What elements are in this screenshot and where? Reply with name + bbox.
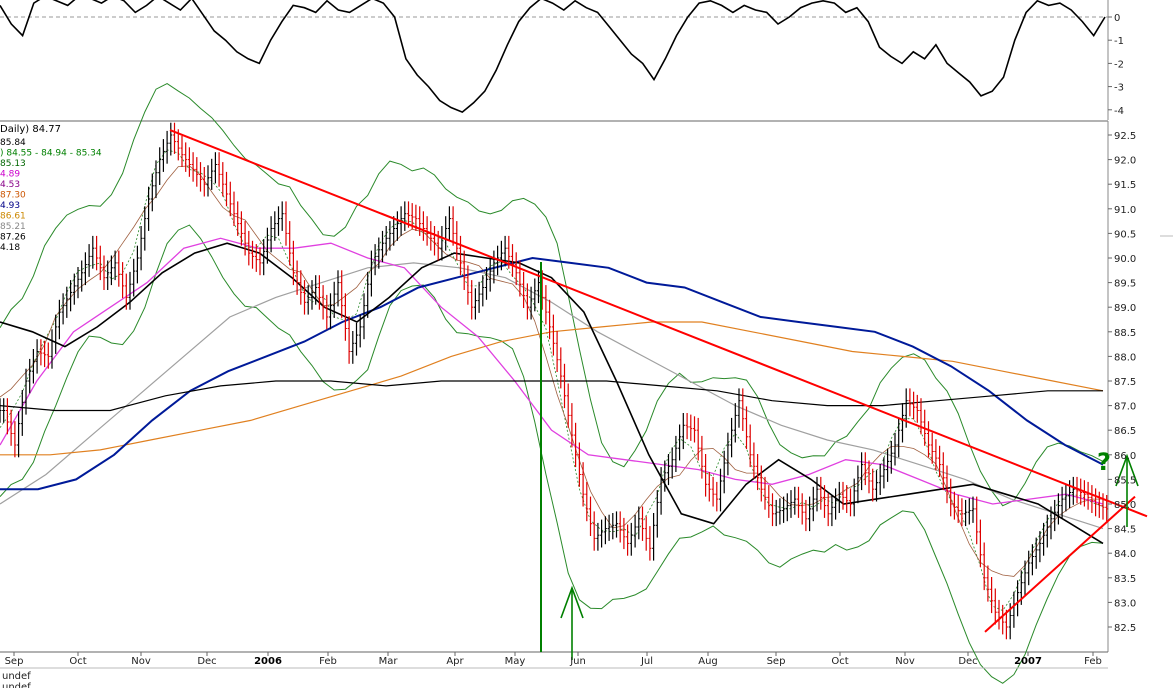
support-trendline	[984, 495, 1136, 633]
x-tick-label: Apr	[446, 656, 464, 667]
legend-title: Daily) 84.77	[0, 124, 61, 135]
x-tick-label: 2007	[1014, 656, 1042, 667]
ma-black-long-line	[0, 380, 1103, 412]
legend-value: 4.89	[0, 170, 20, 180]
ma-orange-line	[0, 321, 1104, 456]
price-y-axis: 92.5 92.0 91.5 91.0 90.5 90.0 89.5 89.0 88.5 88.0…	[1108, 131, 1136, 634]
price-tick-label: 89.0	[1114, 303, 1136, 314]
bollinger-bands	[0, 83, 1104, 684]
oscillator-series	[0, 0, 1106, 114]
oscillator-line	[0, 0, 1106, 114]
price-panel: ? 92.5 92.0 91.5 91.0 90.5 90.0 89.5 89.0 88.5 88…	[0, 83, 1148, 684]
price-tick-label: 88.5	[1114, 328, 1136, 339]
x-tick-label: Feb	[1084, 656, 1102, 667]
x-tick-label: Dec	[958, 656, 977, 667]
bottom-label-2: undef	[2, 682, 31, 688]
oscillator-tick-label: 0	[1114, 13, 1120, 24]
x-tick-label: Jun	[569, 656, 586, 667]
ma-black-short-line	[0, 242, 1104, 545]
x-tick-label: Oct	[831, 656, 848, 667]
price-tick-label: 90.5	[1114, 229, 1136, 240]
oscillator-panel: 0 -1 -2 -3 -4	[0, 0, 1124, 120]
x-tick-label: Oct	[69, 656, 86, 667]
x-tick-label: Jul	[640, 656, 653, 667]
up-arrow-icon	[1115, 453, 1139, 527]
bollinger-lower	[0, 224, 1104, 684]
x-tick-label: Nov	[895, 656, 915, 667]
price-tick-label: 91.5	[1114, 180, 1136, 191]
moving-averages	[0, 237, 1104, 545]
x-tick-label: Nov	[131, 656, 151, 667]
x-tick-label: 2006	[254, 656, 282, 667]
legend-value: 85.13	[0, 159, 26, 169]
price-tick-label: 89.5	[1114, 279, 1136, 290]
price-tick-label: 82.5	[1114, 623, 1136, 634]
price-bars	[0, 122, 1109, 640]
ma-magenta-line	[0, 237, 1104, 505]
trendlines	[169, 129, 1148, 633]
legend: Daily) 84.77 85.84) 84.55 - 84.94 - 85.34…	[0, 124, 102, 253]
price-tick-label: 87.0	[1114, 402, 1136, 413]
price-tick-label: 88.0	[1114, 352, 1136, 363]
legend-value: 87.26	[0, 233, 26, 243]
ma-gray-line	[0, 262, 1104, 530]
price-tick-label: 90.0	[1114, 254, 1136, 265]
x-tick-label: Mar	[379, 656, 399, 667]
legend-value: 85.21	[0, 222, 26, 232]
oscillator-y-axis: 0 -1 -2 -3 -4	[1108, 13, 1124, 117]
ma-navy-line	[0, 256, 1104, 491]
oscillator-tick-label: -1	[1114, 36, 1124, 47]
price-tick-label: 83.5	[1114, 574, 1136, 585]
legend-value: 85.84	[0, 138, 26, 148]
short-ma-line	[0, 165, 1103, 577]
price-tick-label: 85.5	[1114, 475, 1136, 486]
x-tick-label: Feb	[319, 656, 337, 667]
x-tick-label: Dec	[197, 656, 216, 667]
oscillator-tick-label: -4	[1114, 106, 1124, 117]
annotations: ?	[560, 448, 1139, 660]
bollinger-upper	[0, 83, 1104, 507]
bollinger-middle	[0, 149, 1104, 612]
price-tick-label: 87.5	[1114, 377, 1136, 388]
price-tick-label: 91.0	[1114, 205, 1136, 216]
legend-value: 4.18	[0, 243, 20, 253]
price-tick-label: 92.5	[1114, 131, 1136, 142]
price-tick-label: 83.0	[1114, 598, 1136, 609]
legend-value: 4.93	[0, 201, 20, 211]
x-tick-label: Sep	[5, 656, 24, 667]
price-tick-label: 84.0	[1114, 549, 1136, 560]
resistance-trendline	[169, 129, 1148, 518]
legend-value: 86.61	[0, 212, 26, 222]
price-tick-label: 86.5	[1114, 426, 1136, 437]
oscillator-tick-label: -2	[1114, 59, 1124, 70]
legend-value: ) 84.55 - 84.94 - 85.34	[0, 149, 102, 159]
legend-value: 4.53	[0, 180, 20, 190]
x-tick-label: Sep	[767, 656, 786, 667]
x-axis: Sep Oct Nov Dec 2006 Feb Mar Apr May Jun Jul Aug Sep…	[5, 652, 1102, 667]
price-tick-label: 84.5	[1114, 525, 1136, 536]
price-tick-label: 85.0	[1114, 500, 1136, 511]
up-arrow-icon	[560, 585, 584, 660]
oscillator-tick-label: -3	[1114, 83, 1124, 94]
bottom-label-1: undef	[2, 671, 31, 682]
legend-value: 87.30	[0, 191, 26, 201]
price-tick-label: 92.0	[1114, 156, 1136, 167]
x-tick-label: May	[505, 656, 526, 667]
x-tick-label: Aug	[698, 656, 718, 667]
price-tick-label: 86.0	[1114, 451, 1136, 462]
bottom-panel: undef undef	[0, 667, 1108, 688]
question-mark-annotation: ?	[1097, 448, 1111, 476]
